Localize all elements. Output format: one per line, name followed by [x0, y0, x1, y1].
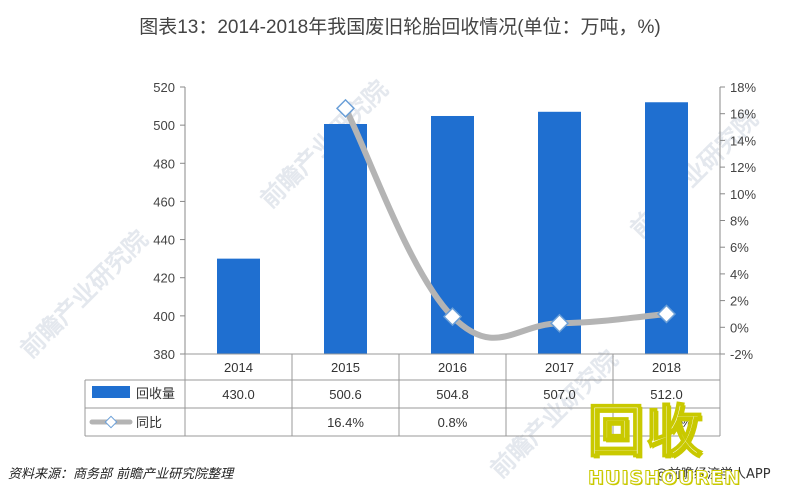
app-credit: @前瞻经济学人APP: [655, 467, 771, 482]
line-marker: [335, 98, 356, 118]
right-tick-label: 0%: [730, 320, 749, 335]
right-tick-label: 8%: [730, 214, 749, 229]
chart-title: 图表13：2014-2018年我国废旧轮胎回收情况(单位：万吨，%): [139, 17, 661, 38]
legend-line-marker: [104, 415, 118, 429]
line-marker: [442, 307, 463, 327]
logo-sub-text: HUISHOUREN: [587, 467, 742, 490]
growth-value-cell: 0.8%: [438, 415, 468, 430]
growth-line-path: [342, 105, 670, 341]
bar-value-cell: 500.6: [329, 387, 362, 402]
right-tick-label: 6%: [730, 240, 749, 255]
bar-value-cell: 507.0: [543, 387, 576, 402]
right-tick-label: 18%: [730, 80, 756, 95]
growth-value-cell: %: [681, 415, 693, 430]
bar: [217, 258, 260, 354]
left-tick-label: 480: [153, 156, 175, 171]
left-tick-label: 380: [153, 347, 175, 362]
bar: [324, 123, 367, 355]
right-tick-label: 4%: [730, 267, 749, 282]
bar-value-cell: 430.0: [222, 387, 255, 402]
left-tick-label: 520: [153, 80, 175, 95]
growth-line: [335, 98, 677, 341]
left-tick-label: 460: [153, 194, 175, 209]
right-tick-label: -2%: [730, 347, 754, 362]
category-label: 2014: [224, 360, 253, 375]
growth-value-cell: 16.4%: [327, 415, 364, 430]
legend-bar-label: 回收量: [136, 386, 175, 401]
right-tick-label: 12%: [730, 160, 756, 175]
right-tick-label: 14%: [730, 133, 756, 148]
category-label: 2017: [545, 360, 574, 375]
left-tick-label: 500: [153, 118, 175, 133]
logo-main-text: 回收: [587, 400, 704, 465]
watermark-text: 前瞻产业研究院: [15, 225, 154, 364]
right-tick-label: 10%: [730, 187, 756, 202]
category-label: 2015: [331, 360, 360, 375]
legend-line-label: 同比: [136, 415, 162, 430]
huishouren-logo: 回收 HUISHOUREN: [587, 400, 768, 495]
bar-value-cell: 504.8: [436, 387, 469, 402]
source-note: 资料来源：商务部 前瞻产业研究院整理: [8, 467, 234, 482]
legend-bar-key: [92, 386, 130, 398]
category-label: 2018: [652, 360, 681, 375]
right-tick-label: 16%: [730, 107, 756, 122]
left-tick-label: 420: [153, 271, 175, 286]
bars: [217, 102, 688, 355]
left-tick-label: 400: [153, 309, 175, 324]
line-marker: [656, 304, 677, 324]
bar: [538, 111, 581, 355]
left-tick-label: 440: [153, 233, 175, 248]
axes: 520 500 480 460 440 420 400 380 18% 16% 14% 12% 10% 8…: [153, 80, 756, 362]
right-tick-label: 2%: [730, 294, 749, 309]
category-label: 2016: [438, 360, 467, 375]
bar-value-cell: 512.0: [650, 387, 683, 402]
line-marker: [549, 313, 570, 333]
